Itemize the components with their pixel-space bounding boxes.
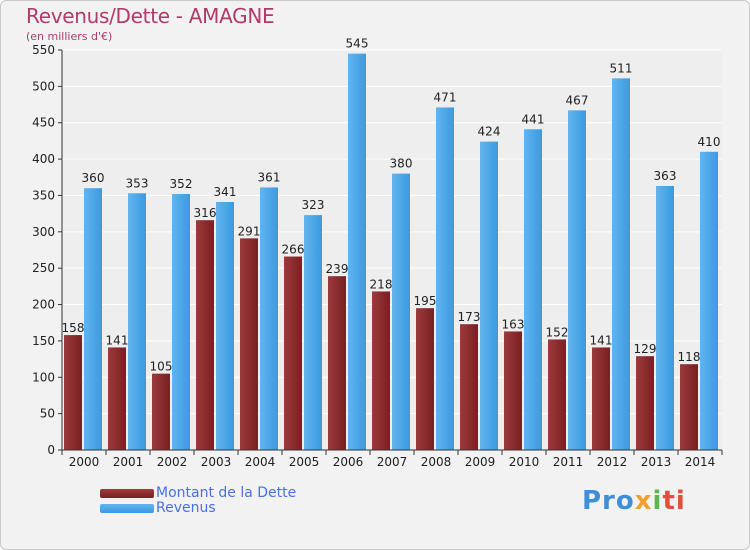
data-label-revenue: 353 — [126, 176, 149, 190]
bar-debt — [636, 356, 654, 450]
bar-debt — [196, 220, 214, 450]
data-label-revenue: 545 — [346, 37, 369, 51]
data-label-debt: 218 — [370, 277, 393, 291]
bar-revenue — [260, 187, 278, 451]
data-label-debt: 141 — [590, 333, 613, 347]
data-label-revenue: 410 — [698, 135, 721, 149]
data-label-debt: 158 — [62, 321, 85, 335]
data-label-revenue: 424 — [478, 125, 501, 139]
bar-debt — [240, 238, 258, 450]
x-tick-label: 2000 — [69, 455, 100, 469]
bar-revenue — [700, 151, 718, 450]
y-tick-label: 500 — [32, 79, 55, 93]
y-tick-label: 50 — [40, 407, 55, 421]
x-tick-label: 2002 — [157, 455, 188, 469]
y-tick-label: 250 — [32, 261, 55, 275]
x-tick-label: 2012 — [597, 455, 628, 469]
data-label-revenue: 380 — [390, 157, 413, 171]
bar-revenue — [612, 78, 630, 450]
bar-revenue — [656, 186, 674, 450]
data-label-debt: 105 — [150, 360, 173, 374]
bar-debt — [328, 276, 346, 450]
data-label-debt: 195 — [414, 294, 437, 308]
bar-debt — [592, 347, 610, 450]
bar-debt — [108, 347, 126, 450]
data-label-debt: 291 — [238, 224, 261, 238]
bar-revenue — [216, 202, 234, 450]
x-tick-label: 2003 — [201, 455, 232, 469]
y-tick-label: 0 — [47, 443, 55, 457]
bar-revenue — [436, 107, 454, 451]
data-label-debt: 239 — [326, 262, 349, 276]
bar-debt — [64, 335, 82, 450]
data-label-debt: 118 — [678, 350, 701, 364]
bar-debt — [372, 291, 390, 450]
bar-debt — [416, 308, 434, 450]
data-label-revenue: 361 — [258, 170, 281, 184]
bar-revenue — [172, 194, 190, 450]
data-label-revenue: 363 — [654, 169, 677, 183]
y-tick-label: 300 — [32, 225, 55, 239]
legend-swatch-revenue — [100, 504, 154, 513]
data-label-debt: 152 — [546, 325, 569, 339]
x-axis-ticks: 2000 2001 2002 2003 2004 2005 2006 2007 2008 2009… — [61, 450, 723, 469]
bar-revenue — [392, 173, 410, 451]
data-label-revenue: 471 — [434, 90, 457, 104]
chart-subtitle: (en milliers d'€) — [26, 30, 113, 43]
data-label-debt: 129 — [634, 342, 657, 356]
bar-debt — [504, 331, 522, 450]
x-tick-label: 2008 — [421, 455, 452, 469]
bar-revenue — [304, 215, 322, 450]
bar-debt — [152, 373, 170, 450]
bar-revenue — [128, 193, 146, 451]
bar-revenue — [348, 53, 366, 451]
x-tick-label: 2009 — [465, 455, 496, 469]
y-tick-label: 150 — [32, 334, 55, 348]
bar-revenue — [84, 188, 102, 450]
data-label-revenue: 323 — [302, 198, 325, 212]
x-tick-label: 2004 — [245, 455, 276, 469]
bar-revenue — [480, 141, 498, 451]
data-label-revenue: 352 — [170, 177, 193, 191]
y-tick-label: 200 — [32, 298, 55, 312]
x-tick-label: 2013 — [641, 455, 672, 469]
x-tick-label: 2006 — [333, 455, 364, 469]
y-tick-label: 450 — [32, 116, 55, 130]
data-label-revenue: 360 — [82, 171, 105, 185]
x-tick-label: 2014 — [685, 455, 716, 469]
x-tick-label: 2011 — [553, 455, 584, 469]
data-label-debt: 141 — [106, 333, 129, 347]
bar-debt — [284, 256, 302, 450]
x-tick-label: 2001 — [113, 455, 144, 469]
data-label-revenue: 341 — [214, 185, 237, 199]
y-tick-label: 550 — [32, 43, 55, 57]
x-tick-label: 2010 — [509, 455, 540, 469]
data-label-debt: 173 — [458, 310, 481, 324]
data-label-revenue: 511 — [610, 61, 633, 75]
legend-label-debt: Montant de la Dette — [156, 485, 297, 501]
x-tick-label: 2005 — [289, 455, 320, 469]
data-label-revenue: 441 — [522, 112, 545, 126]
bar-debt — [680, 364, 698, 450]
data-label-debt: 266 — [282, 243, 305, 257]
bar-revenue — [524, 129, 542, 451]
y-axis-ticks: 0 50 100 150 200 250 300 350 400 450 500 550 — [32, 43, 62, 457]
bars: 360 158 353 141 352 105 341 316 361 291 323 266 545 2… — [62, 37, 721, 451]
x-tick-label: 2007 — [377, 455, 408, 469]
bar-debt — [548, 339, 566, 450]
data-label-debt: 316 — [194, 206, 217, 220]
y-tick-label: 100 — [32, 370, 55, 384]
y-tick-label: 350 — [32, 188, 55, 202]
y-tick-label: 400 — [32, 152, 55, 166]
chart-title: Revenus/Dette - AMAGNE — [26, 4, 275, 28]
data-label-debt: 163 — [502, 317, 525, 331]
bar-revenue — [568, 110, 586, 450]
legend-swatch-debt — [100, 489, 154, 498]
proxiti-logo: Proxiti — [582, 486, 686, 516]
bar-debt — [460, 324, 478, 450]
legend-label-revenue: Revenus — [156, 500, 216, 516]
data-label-revenue: 467 — [566, 93, 589, 107]
